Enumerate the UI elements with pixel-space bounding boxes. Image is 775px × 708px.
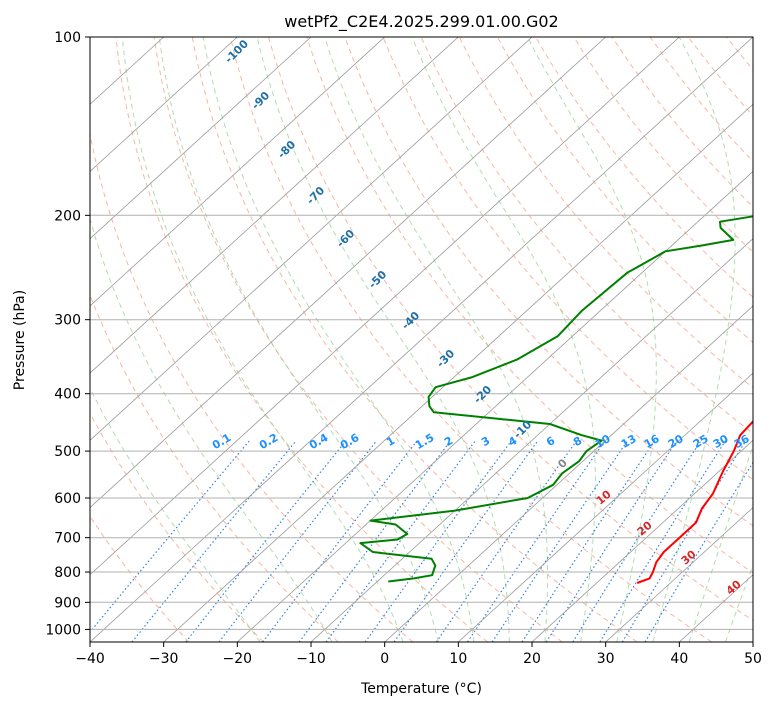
dry-adiabat — [191, 37, 638, 642]
y-tick-label: 200 — [54, 208, 81, 224]
x-tick-label: 40 — [670, 651, 688, 667]
moist-adiabat — [324, 37, 549, 642]
y-tick-label: 800 — [54, 565, 81, 581]
dry-adiabat — [268, 37, 753, 622]
moist-adiabat — [688, 444, 753, 642]
isotherm — [752, 641, 753, 642]
dewpoint-profile-line — [359, 215, 753, 583]
mixing-ratio-line — [90, 440, 251, 633]
mixing-ratio-line — [364, 440, 512, 642]
dry-adiabat — [115, 37, 488, 642]
x-axis-label: Temperature (°C) — [360, 681, 482, 697]
x-tick-label: −40 — [75, 651, 105, 667]
dry-adiabat — [496, 37, 753, 344]
isotherm — [90, 37, 312, 240]
y-axis-label: Pressure (hPa) — [12, 290, 28, 390]
mixing-ratio-line — [218, 440, 378, 642]
dry-adiabat — [90, 412, 264, 642]
y-tick-label: 100 — [54, 30, 81, 46]
isotherm — [531, 439, 753, 642]
mixing-ratio-line — [572, 440, 702, 642]
x-tick-label: 50 — [744, 651, 762, 667]
isotherm — [384, 305, 753, 642]
isotherm — [90, 37, 753, 642]
moist-adiabat — [90, 387, 261, 642]
series-layer — [359, 215, 753, 584]
mixing-ratio-line — [466, 440, 606, 642]
dry-adiabat — [306, 37, 753, 574]
y-tick-label: 400 — [54, 387, 81, 403]
moist-adiabat — [158, 37, 439, 642]
chart-title: wetPf2_C2E4.2025.299.01.00.G02 — [284, 12, 558, 32]
x-tick-label: −10 — [296, 651, 326, 667]
x-tick-label: −20 — [223, 651, 253, 667]
isotherm — [90, 37, 385, 307]
isotherm — [90, 37, 238, 172]
x-tick-label: 10 — [449, 651, 467, 667]
dry-adiabat — [458, 37, 753, 389]
plot-frame — [89, 36, 754, 643]
moist-adiabat — [411, 37, 596, 642]
isotherm — [90, 37, 606, 509]
isotherm — [90, 37, 533, 441]
mixing-ratio-line — [325, 440, 476, 642]
mixing-ratio-line — [491, 440, 629, 642]
isotherm — [237, 170, 753, 642]
isotherm — [458, 372, 753, 642]
mixing-ratio-line — [599, 440, 727, 642]
y-axis-ticks: 100 200 300 400 500 600 700 800 900 1000 — [45, 30, 90, 638]
y-tick-label: 300 — [54, 313, 81, 329]
isotherm — [605, 507, 753, 642]
temperature-profile-line — [636, 420, 753, 584]
mixing-ratio-line — [131, 440, 297, 642]
mixing-ratio-line — [521, 440, 656, 642]
x-tick-label: 30 — [597, 651, 615, 667]
isotherm — [90, 37, 680, 576]
moist-adiabat — [90, 217, 333, 642]
isotherm — [90, 37, 459, 374]
y-tick-label: 600 — [54, 491, 81, 507]
moist-adiabat — [202, 37, 475, 642]
mixing-ratio-line — [644, 461, 753, 642]
y-tick-label: 700 — [54, 531, 81, 547]
dry-adiabat — [90, 293, 339, 642]
dry-adiabat — [90, 515, 190, 642]
dry-adiabat — [765, 37, 775, 642]
y-tick-label: 900 — [54, 595, 81, 611]
grid-lines — [90, 37, 753, 642]
moist-adiabat — [121, 37, 404, 642]
x-axis-ticks: −40 −30 −20 −10 0 10 20 30 40 50 — [75, 642, 762, 667]
x-tick-label: 20 — [523, 651, 541, 667]
y-tick-label: 500 — [54, 444, 81, 460]
y-tick-label: 1000 — [45, 622, 81, 638]
x-tick-label: −30 — [149, 651, 179, 667]
moist-adiabat — [256, 37, 510, 642]
mixing-ratio-line — [435, 440, 578, 642]
dry-adiabat — [229, 37, 712, 642]
isotherm — [163, 103, 753, 642]
dry-adiabat — [153, 37, 563, 642]
moist-adiabat — [652, 37, 736, 642]
mixing-ratio-line — [545, 440, 678, 642]
x-tick-label: 0 — [380, 651, 389, 667]
isotherm — [310, 238, 753, 642]
